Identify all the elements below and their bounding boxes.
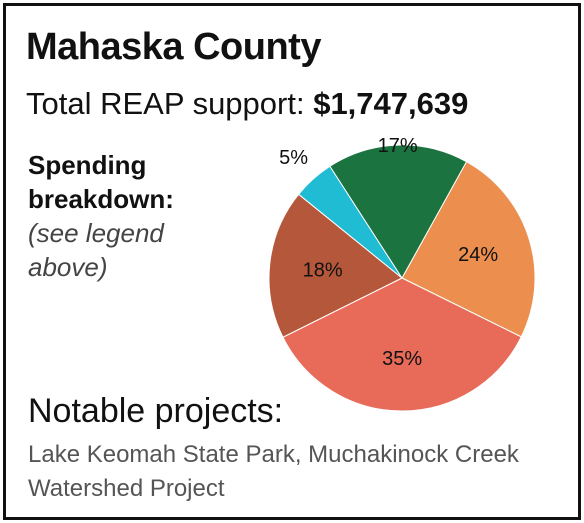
pie-slice-label: 17% [378,138,418,157]
pie-slice [401,160,536,338]
pie-slice-label: 35% [382,348,422,370]
total-support: Total REAP support: $1,747,639 [26,86,468,122]
pie-slice-label: 18% [303,259,343,281]
total-amount: $1,747,639 [313,86,469,121]
pie-slice [329,144,468,279]
county-title: Mahaska County [26,26,321,68]
pie-slice-label: 5% [279,147,308,169]
pie-slice-label: 24% [458,244,498,266]
notable-projects-list: Lake Keomah State Park, Muchakinock Cree… [28,441,519,502]
pie-slice [268,193,403,338]
breakdown-note: (see legend above) [28,218,164,282]
spending-pie-chart: 24% 35% 18% 5% 17% [268,138,536,412]
total-label: Total REAP support: [26,86,314,121]
notable-projects-heading: Notable projects: [28,392,284,430]
pie-slice [282,277,522,412]
breakdown-heading: Spending breakdown: [28,150,174,214]
spending-breakdown: Spending breakdown: (see legend above) [28,148,198,284]
